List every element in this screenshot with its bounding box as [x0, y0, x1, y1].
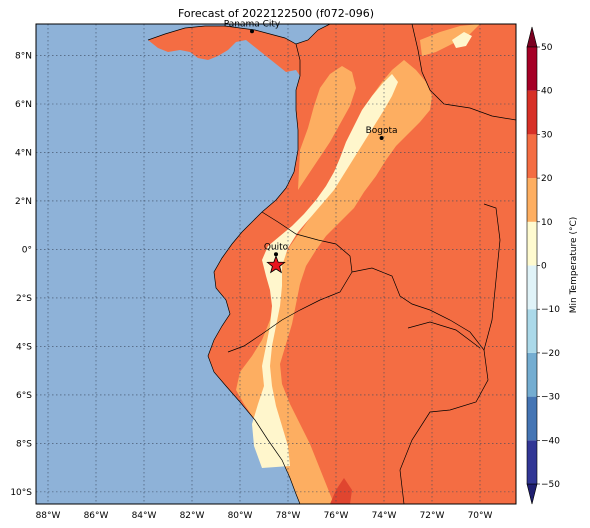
- land-temperature-10-20-east: [420, 24, 480, 56]
- colorbar-extend-high: [526, 26, 538, 48]
- map-frame: [35, 23, 517, 505]
- latitude-tick-label: 8°N: [15, 52, 32, 62]
- river-or-border: [407, 321, 481, 349]
- colorbar-segment: [527, 134, 537, 179]
- longitude-tick-label: 70°W: [468, 511, 493, 521]
- latitude-tick-label: 4°N: [15, 148, 32, 158]
- location-marker-layer: [266, 255, 286, 274]
- colorbar-tick-label: 40: [541, 87, 553, 97]
- longitude-tick-label: 82°W: [180, 511, 205, 521]
- colorbar-segment: [527, 396, 537, 441]
- star-marker: [266, 255, 286, 274]
- longitude-tick-label: 88°W: [36, 511, 61, 521]
- map-title: Forecast of 2022122500 (f072-096): [177, 7, 375, 20]
- country-border-ecuador-peru: [227, 271, 353, 353]
- city-markers: Panama City Bogota Quito: [224, 19, 398, 257]
- coastline: [147, 24, 331, 45]
- colorbar-tick-label: 30: [541, 130, 553, 140]
- longitude-tick-labels: 88°W 86°W 84°W 82°W 80°W 78°W 76°W 74°W 72°W 70°W: [36, 511, 493, 521]
- latitude-tick-label: 6°N: [15, 100, 32, 110]
- colorbar-segment: [527, 47, 537, 91]
- longitude-tick-label: 84°W: [132, 511, 157, 521]
- latitude-tick-label: 2°N: [15, 197, 32, 207]
- city-dot: [250, 29, 254, 34]
- colorbar-tick-label: 10: [541, 218, 553, 228]
- land-temperature-0-10-patch: [452, 32, 472, 48]
- colorbar: −50 −40 −30 −20 −10 0 10 20 30 40 50: [526, 26, 560, 505]
- colorbar-tick-label: −10: [541, 305, 560, 315]
- longitude-tick-label: 72°W: [420, 511, 445, 521]
- longitude-tick-label: 74°W: [372, 511, 397, 521]
- colorbar-tick-label: −20: [541, 349, 560, 359]
- country-border-panama: [295, 43, 301, 76]
- city-label: Bogota: [366, 126, 398, 136]
- latitude-tick-label: 10°S: [10, 488, 32, 498]
- colorbar-tick-label: −30: [541, 393, 560, 403]
- latitude-tick-label: 0°: [22, 245, 32, 255]
- country-border-colombia-ecuador: [261, 211, 353, 273]
- latitude-tick-label: 4°S: [16, 342, 32, 352]
- latitude-tick-label: 6°S: [16, 391, 32, 401]
- city-label: Panama City: [224, 19, 281, 29]
- colorbar-tick-label: 50: [541, 43, 553, 53]
- longitude-tick-label: 86°W: [84, 511, 109, 521]
- longitude-tick-label: 78°W: [276, 511, 301, 521]
- latitude-tick-label: 2°S: [16, 294, 32, 304]
- colorbar-tick-label: −40: [541, 436, 560, 446]
- latitude-tick-labels: 8°N 6°N 4°N 2°N 0° 2°S 4°S 6°S 8°S 10°S: [10, 52, 32, 498]
- land-temperature-30-40-patch: [330, 478, 352, 504]
- colorbar-segment: [527, 178, 537, 222]
- coastlines-and-borders: [147, 24, 516, 504]
- country-border-colombia-venezuela: [411, 24, 516, 121]
- city-dot: [274, 252, 278, 257]
- colorbar-tick-label: −50: [541, 480, 560, 490]
- colorbar-segment: [527, 440, 537, 484]
- longitude-tick-label: 76°W: [324, 511, 349, 521]
- colorbar-segment: [527, 221, 537, 266]
- land-temperature-10-20: [236, 60, 432, 504]
- colorbar-label: Min Temperature (°C): [569, 217, 579, 314]
- colorbar-segment: [527, 90, 537, 135]
- colorbar-tick-label: 0: [541, 262, 547, 272]
- colorbar-segment: [527, 265, 537, 310]
- colorbar-segment: [527, 309, 537, 353]
- coastline-pacific: [207, 75, 301, 504]
- city-label: Quito: [264, 242, 289, 252]
- longitude-tick-label: 80°W: [228, 511, 253, 521]
- latitude-tick-label: 8°S: [16, 439, 32, 449]
- colorbar-tick-label: 20: [541, 174, 553, 184]
- map-graticule: [36, 24, 516, 504]
- colorbar-segment: [527, 352, 537, 397]
- country-border-peru-brazil: [399, 349, 489, 504]
- country-border-colombia-peru-brazil: [351, 203, 501, 351]
- city-dot: [379, 135, 384, 140]
- land-temperature-10-20-north: [298, 66, 356, 190]
- colorbar-extend-low: [526, 483, 538, 505]
